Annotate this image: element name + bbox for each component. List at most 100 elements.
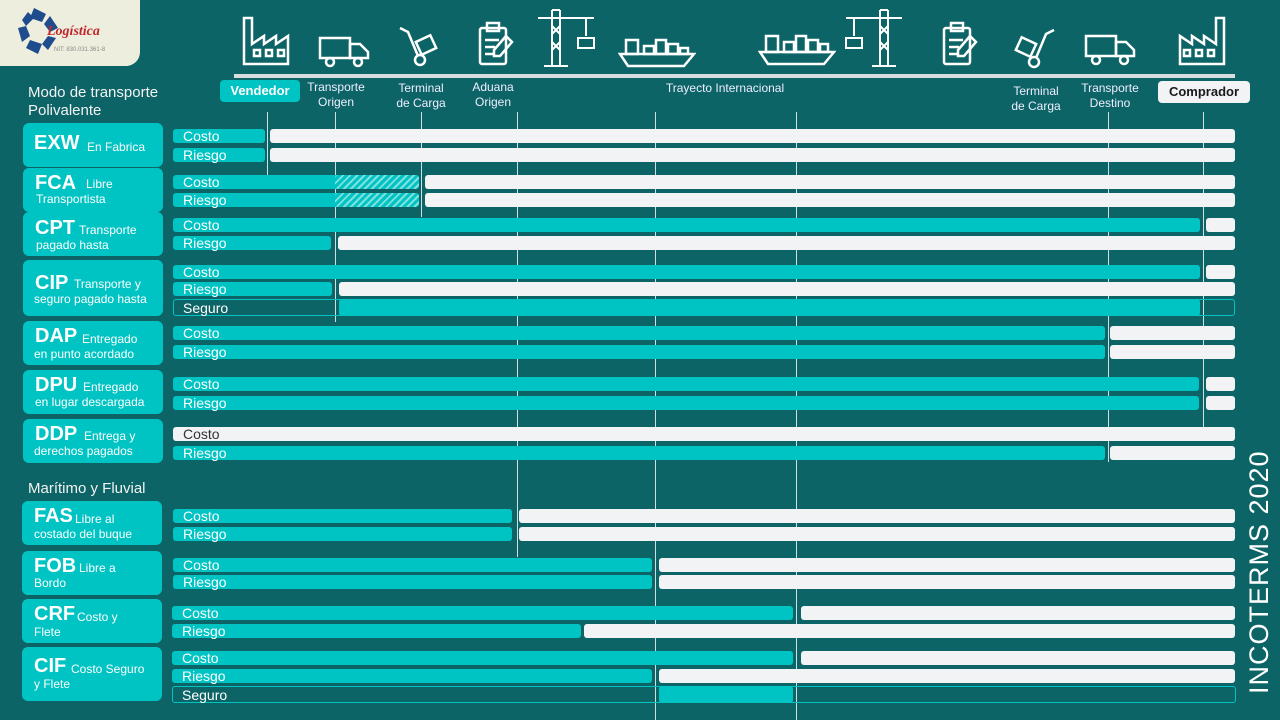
row-label: Riesgo [183,235,227,251]
bar-seller [173,377,1199,391]
term-code: DAP [35,325,78,347]
term-card-fob: FOB Libre a Bordo [22,551,162,595]
bar-seller [173,575,652,589]
bar-insurance [659,686,793,703]
term-card-cip: CIP Transporte y seguro pagado hasta [23,260,163,316]
term-code: DDP [35,423,78,445]
bar-seller [172,669,652,683]
bar-seller [173,345,1105,359]
term-desc: Entregado en lugar descargada [35,380,145,409]
term-card-dpu: DPU Entregado en lugar descargada [23,370,163,414]
bar-seller [173,236,331,250]
bar-buyer [173,427,1235,441]
row-label: Riesgo [183,574,227,590]
section-multimodal: Modo de transporte Polivalente [28,84,159,119]
bar-buyer [1110,326,1235,340]
bar-insurance [339,299,1200,316]
bar-seller [172,606,793,620]
bar-seller [173,282,332,296]
bar-buyer [270,148,1235,162]
bar-buyer [801,651,1235,665]
term-card-dap: DAP Entregado en punto acordado [23,321,163,365]
term-code: EXW [34,132,80,154]
term-code: FAS [34,505,73,527]
row-label: Costo [183,217,220,233]
row-label: Riesgo [182,668,226,684]
term-card-fca: FCA Libre Transportista [23,168,163,212]
row-label: Costo [182,605,219,621]
row-label: Costo [182,650,219,666]
bar-buyer [1110,446,1235,460]
bar-seller [172,624,581,638]
term-card-crf: CRF Costo y Flete [22,599,162,643]
bar-shared [335,175,419,189]
bar-seller [173,265,1200,279]
guide-line [655,112,656,720]
stage-label: Transporte Origen [307,80,365,109]
factory-icon [1178,16,1226,66]
guide-line [1203,112,1204,427]
hand-truck-icon [399,26,438,67]
term-card-cif: CIF Costo Seguro y Flete [22,647,162,701]
crane-icon [845,9,902,67]
side-title: INCOTERMS 2020 [1244,450,1274,694]
row-label: Riesgo [183,147,227,163]
bar-buyer [1206,396,1235,410]
truck-icon [318,36,370,68]
term-desc: Libre al costado del buque [34,512,133,541]
bar-buyer [1110,345,1235,359]
bar-buyer [338,236,1235,250]
bar-seller [173,527,512,541]
row-label: Riesgo [183,281,227,297]
row-label: Costo [183,508,220,524]
term-card-cpt: CPT Transporte pagado hasta [23,212,163,256]
bar-seller [173,148,265,162]
term-desc: Entrega y derechos pagados [34,429,136,458]
bar-buyer [584,624,1235,638]
term-code: FOB [34,555,77,577]
guide-line [421,112,422,217]
stage-label: Transporte Destino [1081,81,1139,110]
bar-buyer [1206,218,1235,232]
stage-label: Aduana Origen [472,80,514,109]
row-label: Seguro [182,687,228,703]
bar-seller [173,509,512,523]
bar-shared [335,193,419,207]
bar-buyer [659,558,1235,572]
term-code: CRF [34,603,76,625]
term-desc: En Fabrica [87,140,146,154]
factory-icon [242,16,290,66]
row-label: Costo [183,174,220,190]
row-label: Costo [183,557,220,573]
stage-label: Terminal de Carga [396,81,446,110]
bar-buyer [659,575,1235,589]
bar-buyer [519,527,1235,541]
section-maritime: Marítimo y Fluvial [28,480,146,497]
row-label: Costo [183,376,220,392]
term-desc: Transporte pagado hasta [36,223,137,252]
bar-buyer [659,669,1235,683]
row-label: Costo [183,128,220,144]
row-label: Riesgo [182,623,226,639]
bar-buyer [519,509,1235,523]
logo-nit: NIT: 830.031.361-8 [54,47,106,53]
guide-line [335,112,336,322]
term-code: CIF [34,655,67,677]
guide-line [267,112,268,176]
stage-label: Trayecto Internacional [665,81,785,95]
term-card-fas: FAS Libre al costado del buque [22,501,162,545]
ship-icon [758,34,836,66]
bar-seller [173,558,652,572]
term-desc: Costo Seguro y Flete [34,662,145,691]
bar-seller [173,129,265,143]
clipboard-icon [478,21,514,66]
row-label: Costo [183,426,220,442]
term-code: CPT [35,217,75,239]
bar-seller [173,396,1199,410]
ship-icon [618,38,696,68]
term-code: CIP [35,272,69,294]
hand-truck-icon [1014,28,1055,69]
term-desc: Entregado en punto acordado [34,332,138,361]
term-desc: Transporte y seguro pagado hasta [34,277,147,306]
bar-buyer [1206,377,1235,391]
